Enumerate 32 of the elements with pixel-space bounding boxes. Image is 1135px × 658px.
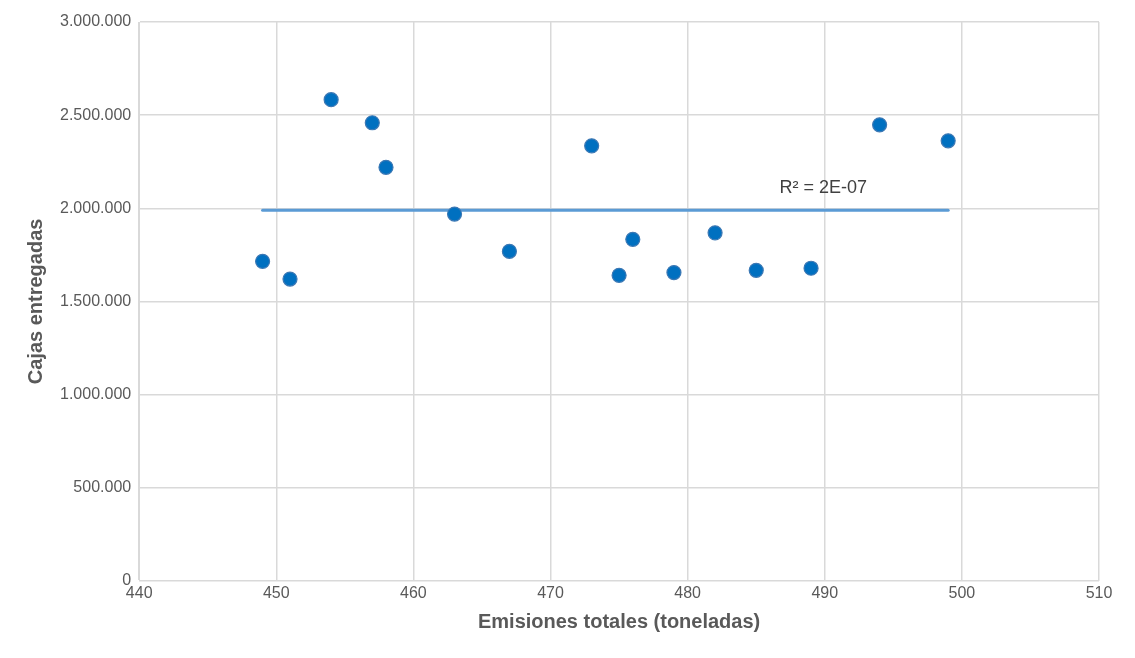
x-tick-label: 450 xyxy=(262,583,290,601)
point xyxy=(940,133,956,149)
point xyxy=(666,264,682,281)
y-tick-label: 1.000.000 xyxy=(59,384,132,402)
x-axis-title: Emisiones totales (toneladas) xyxy=(477,609,761,632)
point xyxy=(323,92,339,108)
point xyxy=(625,231,641,247)
point xyxy=(282,271,298,287)
y-tick-label: 3.000.000 xyxy=(59,12,132,30)
point xyxy=(378,159,394,175)
y-tick-label: 500.000 xyxy=(73,478,132,496)
y-tick-label: 2.000.000 xyxy=(59,198,132,216)
x-tick-label: 500 xyxy=(948,583,976,601)
y-tick-label: 2.500.000 xyxy=(59,105,132,123)
point xyxy=(707,225,723,241)
point xyxy=(611,267,627,283)
x-tick-label: 470 xyxy=(537,583,564,601)
x-tick-label: 510 xyxy=(1085,583,1113,601)
annotation: R² = 2E-07 xyxy=(779,177,867,198)
y-axis-title: Cajas entregadas xyxy=(23,218,46,385)
point xyxy=(364,115,380,131)
point xyxy=(803,260,819,276)
x-tick-label: 490 xyxy=(811,583,839,601)
x-tick-label: 480 xyxy=(674,583,702,601)
point xyxy=(254,253,271,269)
point xyxy=(748,262,764,278)
x-tick-label: 460 xyxy=(400,583,427,601)
point xyxy=(501,243,517,259)
point xyxy=(446,206,463,222)
point xyxy=(584,138,600,154)
y-tick-label: 1.500.000 xyxy=(59,291,132,309)
point xyxy=(872,117,888,133)
